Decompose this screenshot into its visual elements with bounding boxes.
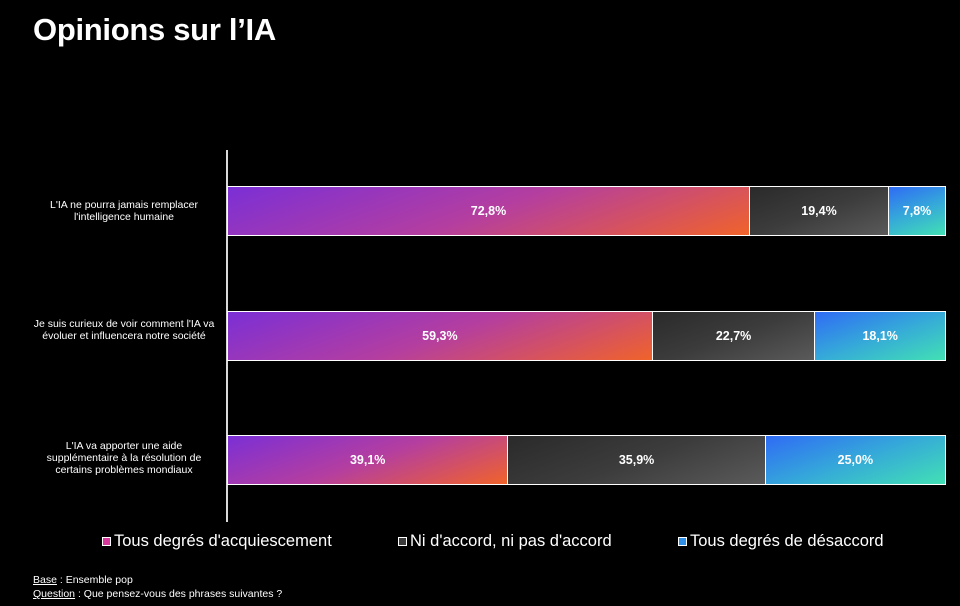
data-label: 19,4% bbox=[801, 204, 837, 218]
chart-legend: Tous degrés d'acquiescement Ni d'accord, … bbox=[0, 532, 960, 556]
category-label: Je suis curieux de voir comment l'IA va … bbox=[33, 318, 215, 342]
segment-agree: 39,1% bbox=[228, 436, 509, 484]
footnote-question-label: Question bbox=[33, 588, 76, 600]
data-label: 72,8% bbox=[470, 204, 507, 218]
segment-agree: 72,8% bbox=[228, 187, 750, 235]
data-label: 35,9% bbox=[618, 453, 655, 467]
data-label: 18,1% bbox=[862, 329, 898, 343]
category-label: L'IA ne pourra jamais remplacer l'intell… bbox=[50, 199, 198, 223]
legend-item: Tous degrés d'acquiescement bbox=[102, 532, 332, 551]
footnote-question-text: : Que pensez-vous des phrases suivantes … bbox=[75, 588, 283, 600]
legend-swatch bbox=[398, 537, 407, 546]
category-label: L'IA va apporter une aide supplémentaire… bbox=[46, 440, 202, 476]
segment-agree: 59,3% bbox=[228, 312, 653, 360]
data-label: 25,0% bbox=[837, 453, 874, 467]
data-label: 7,8% bbox=[902, 204, 932, 218]
legend-swatch bbox=[678, 537, 687, 546]
segment-neutral: 19,4% bbox=[749, 187, 890, 235]
segment-disagree: 7,8% bbox=[889, 187, 945, 235]
stacked-bar: 72,8% 19,4% 7,8% bbox=[227, 186, 946, 236]
stacked-bar: 39,1% 35,9% 25,0% bbox=[227, 435, 946, 485]
legend-label: Tous degrés de désaccord bbox=[690, 532, 884, 550]
segment-neutral: 35,9% bbox=[508, 436, 766, 484]
stacked-bar: 59,3% 22,7% 18,1% bbox=[227, 311, 946, 361]
segment-disagree: 18,1% bbox=[815, 312, 945, 360]
legend-item: Tous degrés de désaccord bbox=[678, 532, 884, 551]
footnote-base-text: : Ensemble pop bbox=[56, 574, 133, 586]
legend-item: Ni d'accord, ni pas d'accord bbox=[398, 532, 612, 551]
footnote-question: Question : Que pensez-vous des phrases s… bbox=[33, 588, 282, 600]
data-label: 39,1% bbox=[349, 453, 386, 467]
footnote-base-label: Base bbox=[33, 574, 57, 586]
legend-swatch bbox=[102, 537, 111, 546]
segment-disagree: 25,0% bbox=[765, 436, 945, 484]
footnote-base: Base : Ensemble pop bbox=[33, 574, 133, 586]
segment-neutral: 22,7% bbox=[652, 312, 816, 360]
data-label: 59,3% bbox=[422, 329, 458, 343]
data-label: 22,7% bbox=[715, 329, 752, 343]
legend-label: Ni d'accord, ni pas d'accord bbox=[410, 532, 612, 550]
legend-label: Tous degrés d'acquiescement bbox=[114, 532, 332, 550]
chart-title: Opinions sur l’IA bbox=[33, 12, 276, 47]
